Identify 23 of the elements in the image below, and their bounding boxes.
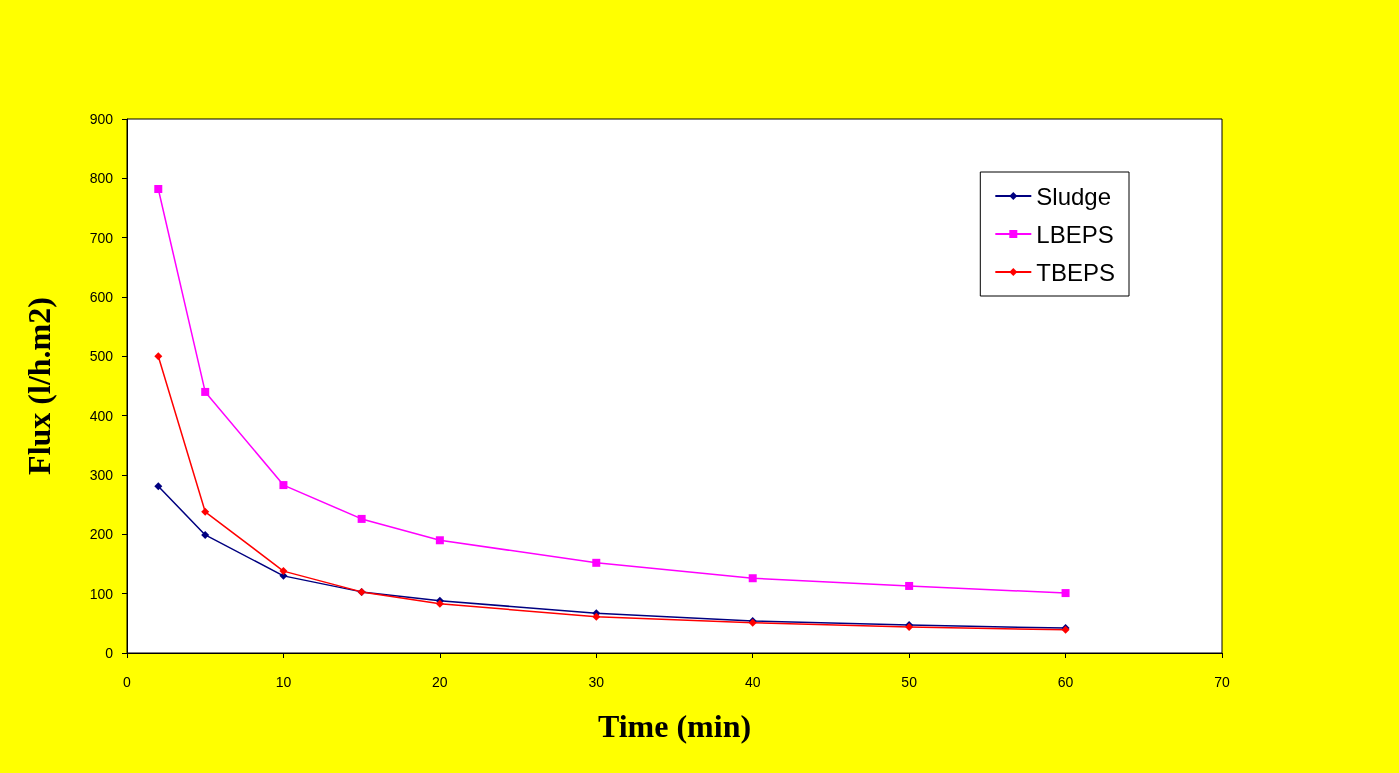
x-tick-label: 20 xyxy=(432,674,448,690)
y-tick-label: 300 xyxy=(89,467,114,483)
y-axis-title: Flux (l/h.m2) xyxy=(21,297,57,475)
x-tick-label: 30 xyxy=(588,674,605,690)
y-tick-label: 100 xyxy=(89,585,114,602)
y-tick-label: 800 xyxy=(89,170,114,187)
y-tick-label: 400 xyxy=(89,407,114,424)
legend-label: LBEPS xyxy=(1036,220,1114,248)
y-tick-label: 500 xyxy=(89,348,114,365)
x-axis-title: Time (min) xyxy=(597,708,752,744)
y-tick-label: 900 xyxy=(89,111,114,127)
y-tick-label: 600 xyxy=(89,289,114,305)
legend-label: TBEPS xyxy=(1036,258,1116,286)
x-tick-label: 60 xyxy=(1057,674,1074,690)
x-tick-label: 0 xyxy=(123,674,132,690)
legend-label: Sludge xyxy=(1036,182,1112,210)
x-tick-label: 50 xyxy=(901,674,918,690)
x-tick-label: 70 xyxy=(1214,674,1230,690)
y-tick-label: 0 xyxy=(105,645,114,661)
y-tick-label: 700 xyxy=(89,229,114,246)
x-tick-label: 40 xyxy=(744,674,761,690)
y-tick-label: 200 xyxy=(89,526,114,543)
x-tick-label: 10 xyxy=(275,674,292,690)
